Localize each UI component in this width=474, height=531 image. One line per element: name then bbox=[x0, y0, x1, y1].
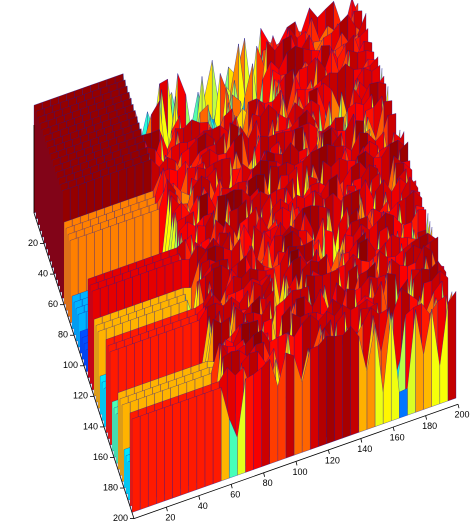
x-tick-label: 100 bbox=[292, 467, 307, 477]
surface-strip bbox=[285, 352, 295, 459]
surface-strip bbox=[196, 393, 206, 490]
surface-strip bbox=[148, 410, 157, 507]
surface-strip bbox=[131, 415, 141, 513]
x-tick-label: 60 bbox=[230, 490, 240, 500]
surface-strip bbox=[318, 335, 327, 447]
x-tick-label: 20 bbox=[165, 513, 175, 523]
surface-strip bbox=[204, 390, 214, 487]
surface-strip bbox=[180, 398, 189, 496]
x-tick bbox=[328, 449, 330, 455]
x-tick-label: 200 bbox=[454, 410, 469, 420]
surface-strip bbox=[342, 325, 351, 439]
surface-strip bbox=[447, 290, 457, 402]
surface-strip bbox=[326, 335, 335, 445]
x-tick bbox=[425, 415, 427, 420]
surface-strip bbox=[156, 407, 165, 505]
x-tick-label: 40 bbox=[198, 501, 208, 511]
x-tick bbox=[392, 426, 395, 432]
surface-strip bbox=[164, 404, 173, 502]
y-tick-label: 160 bbox=[93, 452, 108, 462]
surface-strip bbox=[350, 325, 359, 436]
surface-strip bbox=[261, 358, 270, 467]
y-tick-label: 20 bbox=[28, 238, 38, 248]
surface-strip bbox=[245, 373, 254, 473]
surface-strip bbox=[188, 395, 197, 493]
x-tick bbox=[166, 507, 168, 512]
y-tick-label: 80 bbox=[58, 330, 68, 340]
x-tick bbox=[360, 438, 363, 443]
surface-strip bbox=[139, 413, 149, 510]
x-tick-label: 160 bbox=[390, 432, 405, 442]
y-tick-label: 140 bbox=[83, 421, 98, 431]
y-tick-label: 120 bbox=[73, 391, 88, 401]
surface bbox=[33, 0, 457, 513]
y-tick-label: 200 bbox=[113, 513, 128, 523]
x-tick bbox=[198, 495, 201, 500]
y-tick-label: 180 bbox=[103, 482, 118, 492]
surface-strip bbox=[172, 401, 181, 499]
surface-strip bbox=[212, 387, 222, 485]
surface-strip bbox=[399, 388, 408, 419]
x-tick-label: 180 bbox=[422, 421, 437, 431]
surface-strip bbox=[310, 345, 319, 450]
x-tick bbox=[295, 461, 298, 466]
surface-strip bbox=[253, 367, 262, 470]
surface-strip bbox=[334, 335, 343, 442]
x-tick-label: 80 bbox=[263, 478, 273, 488]
x-tick bbox=[230, 484, 233, 489]
y-tick-label: 100 bbox=[63, 360, 78, 370]
axes: 20 40 60 80 100 120 140 160 180 200 20 40 60 80 100 120… bbox=[28, 125, 470, 523]
y-tick-label: 60 bbox=[48, 299, 58, 309]
x-tick-label: 140 bbox=[357, 444, 372, 454]
x-tick bbox=[263, 472, 265, 477]
x-tick bbox=[457, 404, 460, 409]
x-tick-label: 120 bbox=[325, 455, 340, 465]
y-tick-label: 40 bbox=[38, 268, 48, 278]
